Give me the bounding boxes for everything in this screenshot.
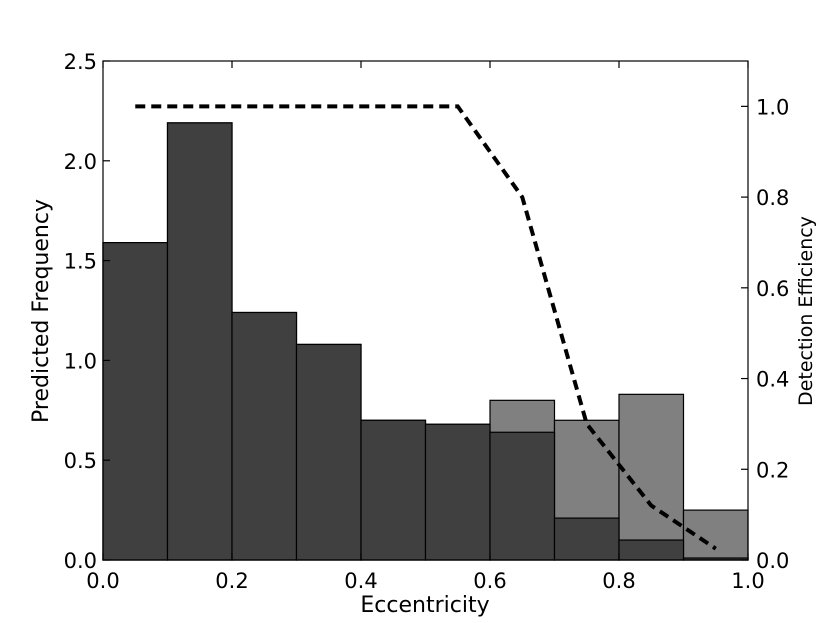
y-tick-label: 0.5 (64, 449, 97, 473)
y-tick-label: 1.5 (64, 250, 97, 274)
x-tick-label: 0.2 (215, 569, 248, 593)
y-tick-label: 1.0 (64, 349, 97, 373)
y-tick-label: 0.0 (64, 549, 97, 573)
y2-tick-label: 0.2 (756, 458, 789, 482)
bar-corrected (424, 423, 491, 561)
x-axis-label: Eccentricity (360, 593, 489, 618)
efficiency-line-group (135, 104, 717, 551)
bar-corrected (553, 517, 620, 561)
y2-tick-label: 0.6 (756, 277, 789, 301)
efficiency-line (135, 104, 717, 551)
ticks-group: 0.0 0.2 0.4 0.6 0.8 1.00.00.51.01.52.02.50.00… (64, 50, 790, 593)
y2-axis-label: Detection Efficiency (795, 216, 817, 406)
bar-corrected (166, 122, 233, 561)
x-tick-label: 0.4 (344, 569, 377, 593)
bar-corrected (618, 539, 685, 561)
y-tick-label: 2.0 (64, 150, 97, 174)
x-tick-label: 0.8 (602, 569, 635, 593)
bar-corrected (489, 431, 556, 561)
x-tick-label: 0.6 (473, 569, 506, 593)
y-tick-label: 2.5 (64, 50, 97, 74)
plot-frame (102, 60, 749, 561)
x-tick-label: 0.0 (86, 569, 119, 593)
y2-tick-label: 0.8 (756, 186, 789, 210)
y-axis-label: Predicted Frequency (29, 199, 54, 423)
bar-corrected (231, 311, 298, 561)
x-tick-label: 1.0 (731, 569, 764, 593)
bar-corrected (360, 419, 427, 561)
bar-corrected (102, 242, 169, 561)
y2-tick-label: 1.0 (756, 95, 789, 119)
y2-tick-label: 0.4 (756, 368, 789, 392)
bar-corrected (295, 343, 362, 561)
bars-corrected-group (102, 122, 749, 561)
y2-tick-label: 0.0 (756, 549, 789, 573)
